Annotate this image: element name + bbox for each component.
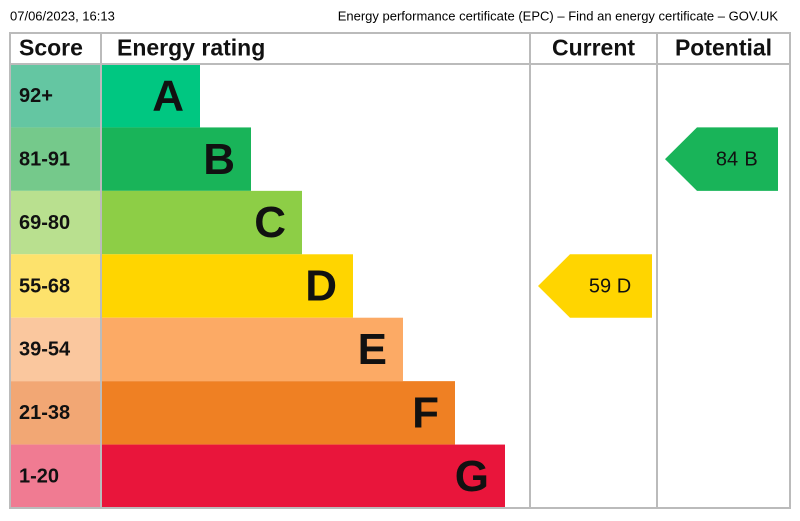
- rating-bar: [101, 190, 302, 255]
- rating-bar: [101, 254, 353, 318]
- score-label: 81-91: [19, 148, 70, 170]
- page-title: Energy performance certificate (EPC) – F…: [338, 8, 779, 23]
- score-cell: [10, 381, 101, 445]
- rating-letter: D: [305, 262, 337, 311]
- timestamp: 07/06/2023, 16:13: [10, 8, 115, 23]
- score-label: 39-54: [19, 339, 71, 361]
- rating-bar: [101, 127, 251, 191]
- score-label: 69-80: [19, 212, 70, 234]
- potential-value: 84: [716, 148, 738, 170]
- score-label: 21-38: [19, 402, 70, 424]
- rating-letter: B: [203, 135, 235, 184]
- potential-arrow: [665, 127, 778, 191]
- rating-letter: E: [358, 325, 387, 374]
- column-header: Potential: [675, 35, 772, 61]
- rating-bar: [101, 381, 455, 445]
- rating-letter: A: [152, 71, 184, 120]
- rating-bar: [101, 444, 505, 508]
- score-label: 1-20: [19, 466, 59, 488]
- column-header: Score: [19, 35, 83, 61]
- score-label: 55-68: [19, 275, 70, 297]
- score-cell: [10, 190, 101, 255]
- score-cell: [10, 64, 101, 128]
- score-cell: [10, 127, 101, 191]
- potential-letter: B: [744, 148, 757, 170]
- score-cell: [10, 444, 101, 508]
- current-letter: D: [617, 275, 631, 297]
- rating-letter: F: [412, 388, 439, 437]
- score-cell: [10, 254, 101, 318]
- column-header: Current: [552, 35, 635, 61]
- column-header: Energy rating: [117, 35, 265, 61]
- table-border: [9, 32, 791, 509]
- rating-bar: [101, 64, 200, 128]
- score-cell: [10, 317, 101, 382]
- rating-letter: C: [254, 198, 286, 247]
- rating-bar: [101, 317, 403, 382]
- score-label: 92+: [19, 85, 53, 107]
- current-arrow: [538, 254, 652, 318]
- current-value: 59: [589, 275, 611, 297]
- rating-letter: G: [455, 452, 489, 501]
